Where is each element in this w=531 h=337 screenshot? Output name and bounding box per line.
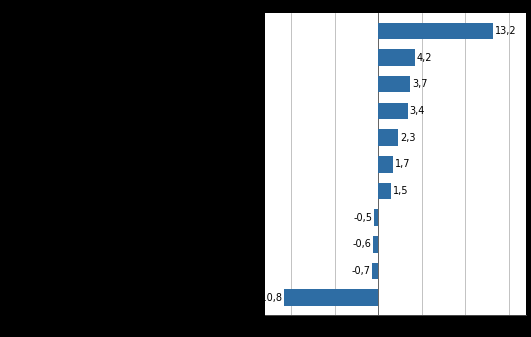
Bar: [378, 156, 393, 173]
Bar: [378, 49, 415, 66]
Bar: [378, 183, 391, 199]
Text: 13,2: 13,2: [495, 26, 517, 36]
Bar: [378, 23, 493, 39]
Bar: [284, 289, 378, 306]
Text: -0,5: -0,5: [353, 213, 372, 223]
Text: 3,4: 3,4: [409, 106, 425, 116]
Bar: [374, 209, 378, 226]
Text: -0,6: -0,6: [353, 239, 371, 249]
Text: 3,7: 3,7: [412, 79, 427, 89]
Text: 1,5: 1,5: [393, 186, 408, 196]
Text: -0,7: -0,7: [352, 266, 370, 276]
Bar: [372, 263, 378, 279]
Text: 4,2: 4,2: [416, 53, 432, 63]
Text: 1,7: 1,7: [395, 159, 410, 169]
Bar: [378, 129, 398, 146]
Bar: [373, 236, 378, 253]
Text: -10,8: -10,8: [258, 293, 282, 303]
Bar: [378, 76, 410, 92]
Text: 2,3: 2,3: [400, 132, 415, 143]
Bar: [378, 103, 408, 119]
